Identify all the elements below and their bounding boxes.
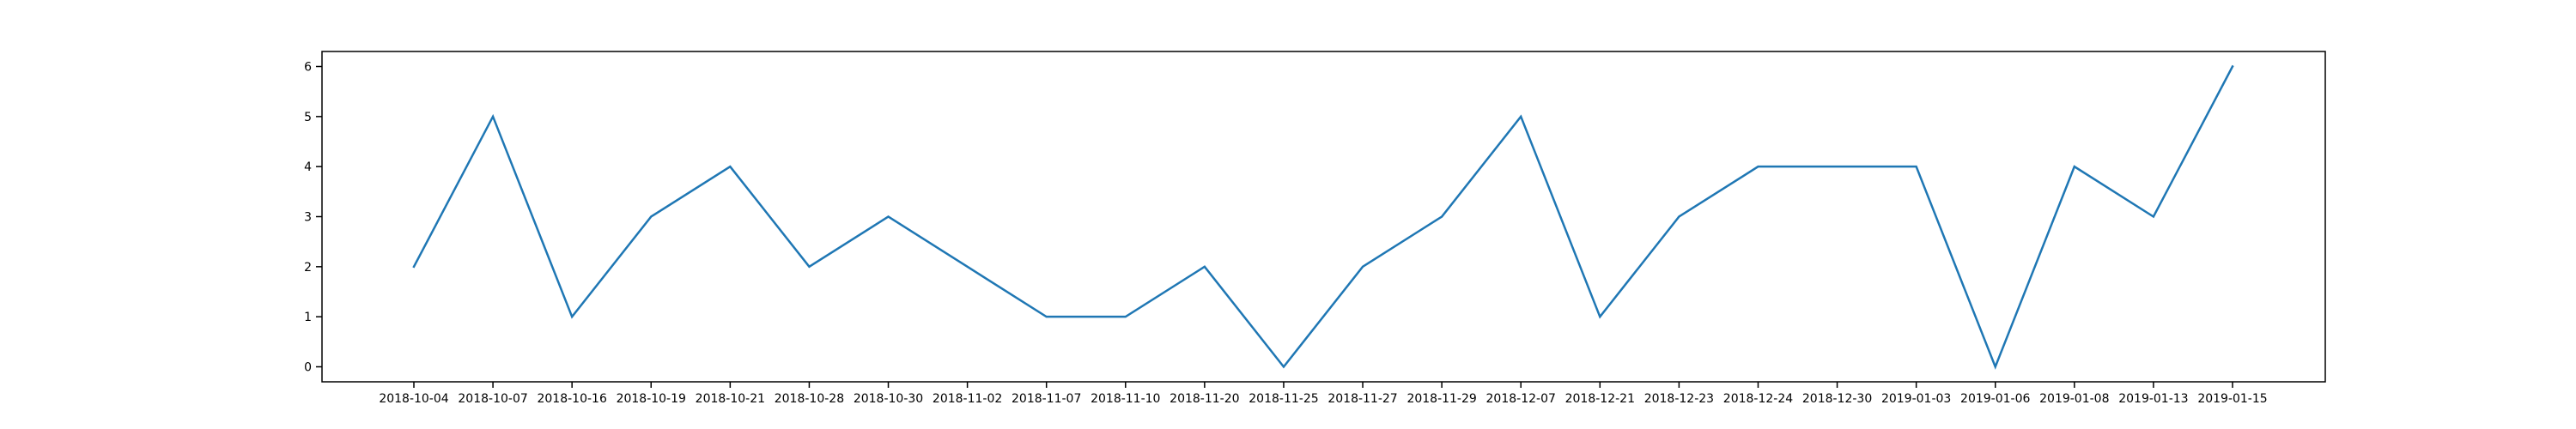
x-tick-label: 2018-12-07 bbox=[1486, 392, 1556, 406]
x-tick-label: 2018-10-04 bbox=[379, 392, 448, 406]
x-tick-label: 2018-10-28 bbox=[775, 392, 844, 406]
x-tick-label: 2018-11-27 bbox=[1327, 392, 1397, 406]
x-tick-label: 2018-12-21 bbox=[1565, 392, 1635, 406]
x-tick-label: 2018-12-23 bbox=[1644, 392, 1714, 406]
y-tick-label: 5 bbox=[304, 111, 312, 124]
axes-frame bbox=[321, 51, 2326, 383]
x-tick-label: 2018-10-21 bbox=[696, 392, 765, 406]
x-tick-label: 2018-11-02 bbox=[933, 392, 1002, 406]
series-layer bbox=[412, 64, 2234, 370]
x-tick-label: 2018-10-16 bbox=[537, 392, 606, 406]
y-tick-label: 1 bbox=[304, 311, 312, 324]
x-tick-label: 2018-10-07 bbox=[458, 392, 527, 406]
y-tick-label: 0 bbox=[304, 361, 312, 375]
x-tick-label: 2018-11-29 bbox=[1406, 392, 1476, 406]
x-tick-label: 2019-01-03 bbox=[1881, 392, 1951, 406]
y-tick-label: 4 bbox=[304, 160, 312, 174]
series-line bbox=[412, 64, 2234, 370]
x-tick-label: 2018-12-30 bbox=[1802, 392, 1872, 406]
x-axis-ticks: 2018-10-04 2018-10-07 2018-10-16 2018-10-19… bbox=[379, 382, 2268, 406]
x-tick-label: 2018-11-25 bbox=[1249, 392, 1318, 406]
x-tick-label: 2019-01-15 bbox=[2197, 392, 2267, 406]
y-tick-label: 2 bbox=[304, 261, 312, 275]
x-tick-label: 2018-12-24 bbox=[1723, 392, 1793, 406]
x-tick-label: 2019-01-08 bbox=[2039, 392, 2109, 406]
x-tick-label: 2018-11-10 bbox=[1091, 392, 1160, 406]
x-tick-label: 2019-01-13 bbox=[2118, 392, 2188, 406]
y-tick-label: 3 bbox=[304, 211, 312, 225]
x-tick-label: 2018-11-20 bbox=[1170, 392, 1239, 406]
x-tick-label: 2019-01-06 bbox=[1960, 392, 2030, 406]
x-tick-label: 2018-10-19 bbox=[617, 392, 686, 406]
x-tick-label: 2018-10-30 bbox=[854, 392, 923, 406]
x-tick-label: 2018-11-07 bbox=[1012, 392, 1081, 406]
y-axis-ticks: 0 1 2 3 4 5 6 bbox=[304, 61, 322, 375]
y-tick-label: 6 bbox=[304, 61, 312, 75]
